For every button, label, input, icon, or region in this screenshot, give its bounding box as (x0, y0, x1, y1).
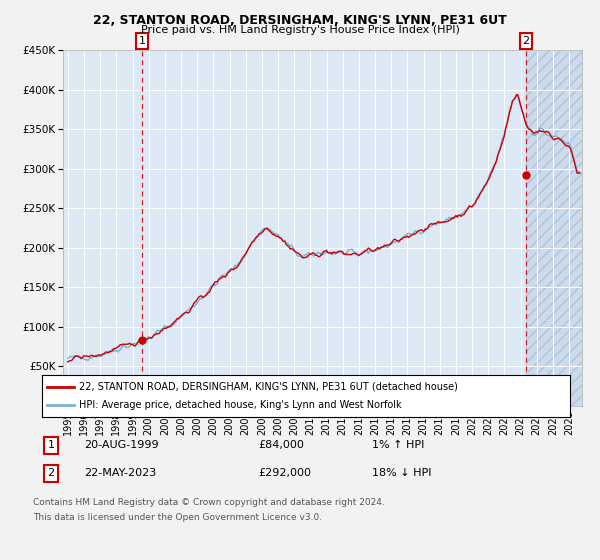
Text: 1% ↑ HPI: 1% ↑ HPI (372, 440, 424, 450)
Text: 22, STANTON ROAD, DERSINGHAM, KING'S LYNN, PE31 6UT: 22, STANTON ROAD, DERSINGHAM, KING'S LYN… (93, 14, 507, 27)
Text: 1: 1 (47, 440, 55, 450)
Text: 2: 2 (523, 36, 530, 46)
Text: HPI: Average price, detached house, King's Lynn and West Norfolk: HPI: Average price, detached house, King… (79, 400, 401, 410)
Text: 1: 1 (139, 36, 145, 46)
Text: Price paid vs. HM Land Registry's House Price Index (HPI): Price paid vs. HM Land Registry's House … (140, 25, 460, 35)
Bar (526, 50, 582, 406)
Text: 18% ↓ HPI: 18% ↓ HPI (372, 468, 431, 478)
Text: £292,000: £292,000 (258, 468, 311, 478)
Text: 2: 2 (47, 468, 55, 478)
Text: 22-MAY-2023: 22-MAY-2023 (84, 468, 156, 478)
Text: 20-AUG-1999: 20-AUG-1999 (84, 440, 158, 450)
Text: Contains HM Land Registry data © Crown copyright and database right 2024.: Contains HM Land Registry data © Crown c… (33, 498, 385, 507)
Text: 22, STANTON ROAD, DERSINGHAM, KING'S LYNN, PE31 6UT (detached house): 22, STANTON ROAD, DERSINGHAM, KING'S LYN… (79, 382, 458, 392)
Text: This data is licensed under the Open Government Licence v3.0.: This data is licensed under the Open Gov… (33, 513, 322, 522)
Text: £84,000: £84,000 (258, 440, 304, 450)
